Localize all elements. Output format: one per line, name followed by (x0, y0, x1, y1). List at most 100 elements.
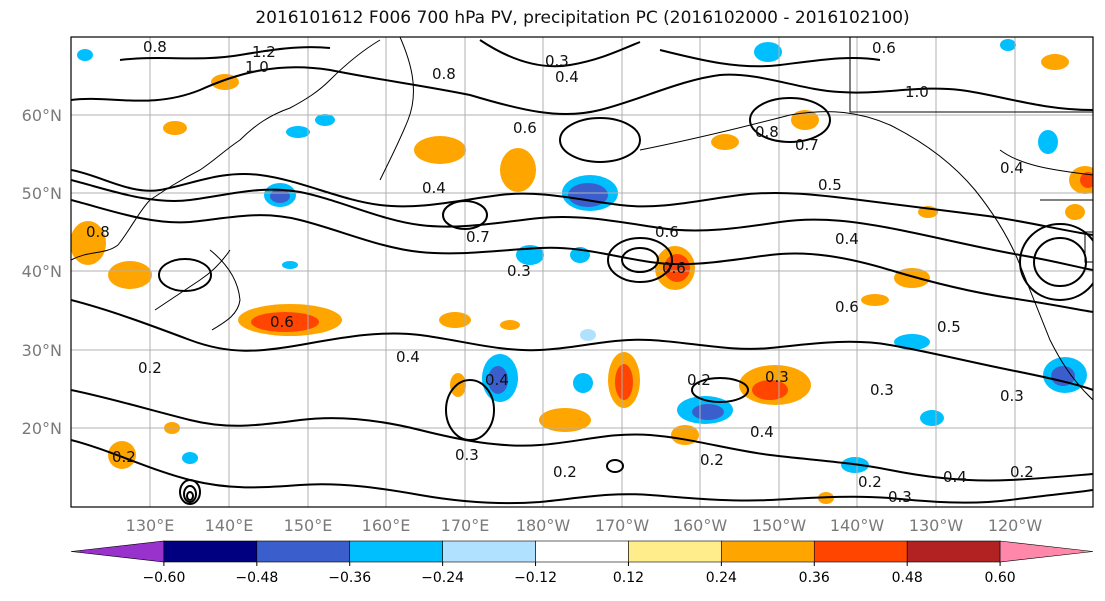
contour-label: 0.3 (507, 262, 531, 280)
colorbar-label: 0.60 (985, 570, 1016, 586)
contour-label: 0.4 (1000, 159, 1024, 177)
contour-label: 0.3 (1000, 387, 1024, 405)
precip-blob (692, 404, 724, 420)
lon-tick-label: 160°W (673, 516, 728, 535)
contour-label: 0.2 (138, 359, 162, 377)
lat-tick-label: 50°N (22, 184, 62, 203)
contour-labels: 0.8 1.2 1.0 0.8 0.3 0.4 0.6 0.4 0.7 0.3 … (86, 38, 1034, 506)
lat-tick-label: 30°N (22, 341, 62, 360)
colorbar-label: 0.36 (799, 570, 830, 586)
lon-tick-label: 150°W (752, 516, 807, 535)
precip-blob (500, 320, 520, 330)
pv-contour (183, 485, 197, 503)
pv-contour (71, 439, 1093, 505)
precip-blob (615, 364, 633, 400)
pv-contour (71, 199, 1093, 313)
pv-contour (559, 117, 641, 163)
contour-label: 0.6 (835, 298, 859, 316)
contour-label: 0.4 (396, 348, 420, 366)
pv-contour (71, 66, 1093, 115)
colorbar-label: −0.36 (328, 570, 371, 586)
pv-contour (71, 169, 1093, 236)
lon-tick-label: 140°W (830, 516, 885, 535)
precip-blob (664, 254, 690, 282)
contour-label: 0.3 (765, 368, 789, 386)
lat-axis: 60°N 50°N 40°N 30°N 20°N (22, 106, 62, 438)
contour-label: 0.8 (432, 65, 456, 83)
colorbar-swatch (813, 540, 908, 563)
precip-blob (861, 294, 889, 306)
contour-label: 0.2 (112, 448, 136, 466)
contour-label: 0.4 (555, 68, 579, 86)
precip-blob (539, 408, 591, 432)
precip-blob (1080, 172, 1093, 188)
pv-contour (749, 97, 831, 143)
lon-tick-label: 130°W (909, 516, 964, 535)
pv-contour (659, 49, 881, 68)
contour-label: 1.2 (252, 43, 276, 61)
contour-label: 0.6 (270, 313, 294, 331)
lon-tick-label: 130°E (126, 516, 175, 535)
precip-blob (488, 366, 508, 394)
contour-label: 0.6 (662, 259, 686, 277)
contour-label: 0.2 (687, 371, 711, 389)
precip-blob (286, 126, 310, 138)
contour-label: 0.4 (485, 371, 509, 389)
contour-label: 0.4 (422, 179, 446, 197)
precip-blob (500, 148, 536, 192)
colorbar-label: 0.48 (892, 570, 923, 586)
precip-blob (439, 312, 471, 328)
contour-label: 0.4 (835, 230, 859, 248)
pv-contour (179, 479, 201, 505)
pv-contour (186, 491, 194, 501)
pv-contour (119, 46, 331, 61)
contour-label: 0.6 (872, 39, 896, 57)
lon-tick-label: 170°W (595, 516, 650, 535)
colorbar-label: −0.48 (235, 570, 278, 586)
precip-blob (711, 134, 739, 150)
colorbar-label: −0.24 (421, 570, 464, 586)
precip-blob (108, 441, 136, 469)
contour-label: 0.4 (943, 468, 967, 486)
colorbar-swatch (163, 540, 258, 563)
contour-label: 1.0 (245, 58, 269, 76)
colorbar-label: −0.60 (142, 570, 185, 586)
lon-tick-label: 160°E (362, 516, 411, 535)
contour-label: 0.2 (1010, 463, 1034, 481)
precip-blob (77, 49, 93, 61)
colorbar: −0.60 −0.48 −0.36 −0.24 −0.12 0.12 0.24 0.36 0.4… (70, 540, 1094, 586)
precip-blob (580, 329, 596, 341)
contour-label: 1.0 (905, 83, 929, 101)
contour-label: 0.7 (466, 228, 490, 246)
precip-blob (573, 373, 593, 393)
lon-tick-label: 120°W (988, 516, 1043, 535)
contour-label: 0.2 (553, 463, 577, 481)
lat-tick-label: 20°N (22, 419, 62, 438)
precip-blob (1000, 39, 1016, 51)
colorbar-label: 0.24 (706, 570, 737, 586)
precip-blob (108, 261, 152, 289)
colorbar-swatch (535, 540, 629, 563)
contour-label: 0.2 (858, 473, 882, 491)
lat-tick-label: 60°N (22, 106, 62, 125)
map-title: 2016101612 F006 700 hPa PV, precipitatio… (255, 8, 910, 28)
precip-blob (1065, 204, 1085, 220)
precip-blob (894, 334, 930, 350)
pv-contour (71, 299, 1093, 391)
pv-contour (1019, 223, 1093, 301)
colorbar-label: 0.12 (613, 570, 644, 586)
pv-contours (71, 39, 1093, 505)
pv-contour (621, 247, 659, 273)
precip-blob (163, 121, 187, 135)
precip-blob (1041, 54, 1069, 70)
coastlines (71, 37, 1093, 401)
colorbar-label: −0.12 (514, 570, 557, 586)
precip-blob (315, 114, 335, 126)
precip-blob (182, 452, 198, 464)
colorbar-swatch (256, 540, 351, 563)
contour-label: 0.3 (545, 52, 569, 70)
pv-contour (445, 379, 495, 441)
precip-blob (920, 410, 944, 426)
lat-tick-label: 40°N (22, 262, 62, 281)
